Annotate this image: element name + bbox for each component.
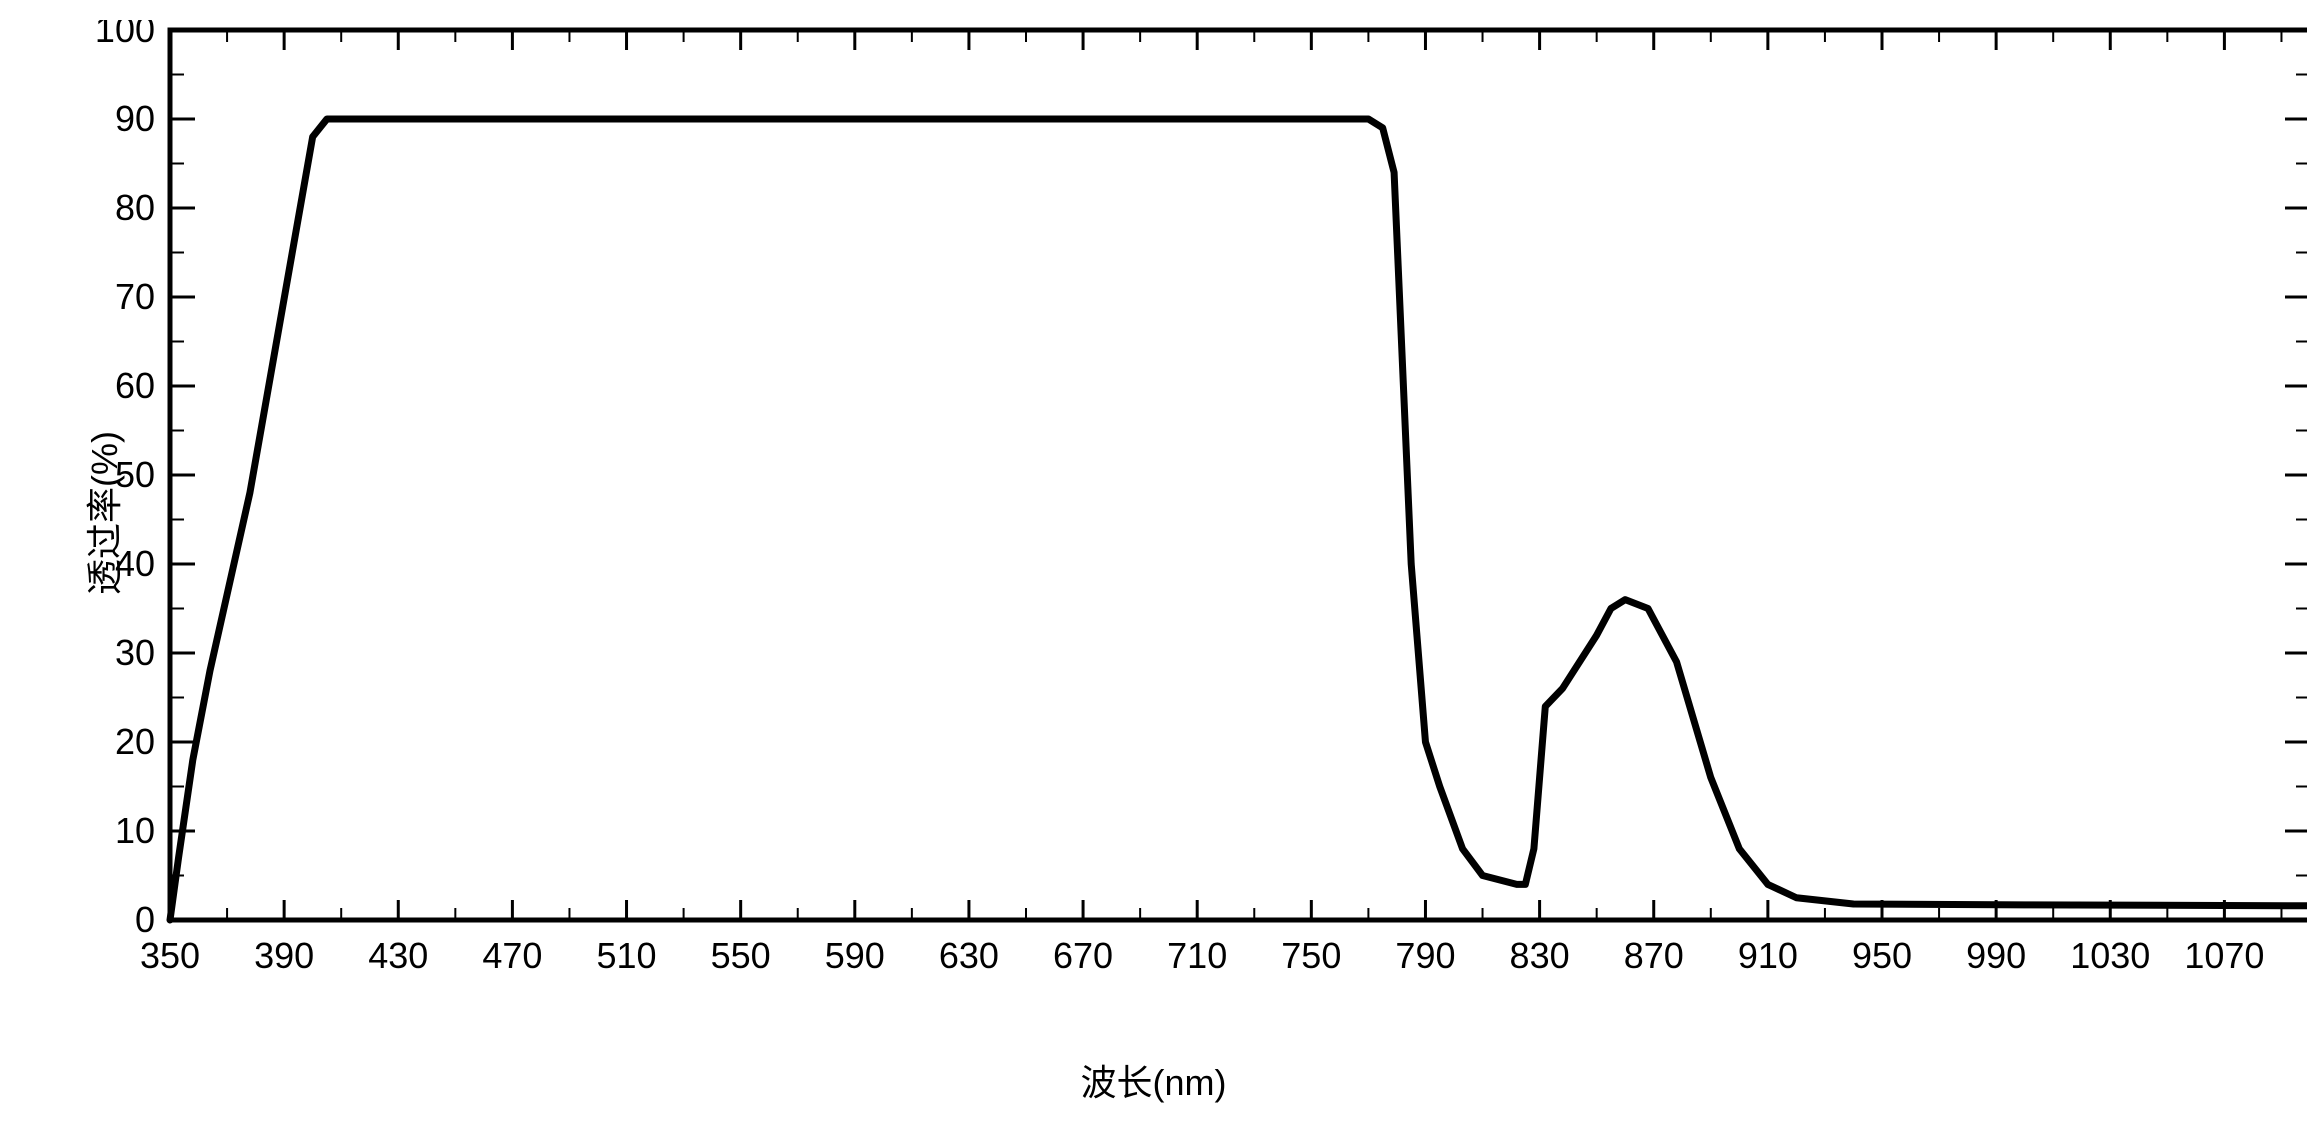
y-axis-label: 透过率(%) <box>76 431 128 595</box>
svg-text:710: 710 <box>1167 935 1227 976</box>
svg-text:20: 20 <box>115 721 155 762</box>
svg-text:10: 10 <box>115 810 155 851</box>
svg-text:830: 830 <box>1510 935 1570 976</box>
svg-text:630: 630 <box>939 935 999 976</box>
svg-text:590: 590 <box>825 935 885 976</box>
svg-text:390: 390 <box>254 935 314 976</box>
svg-text:30: 30 <box>115 632 155 673</box>
svg-text:550: 550 <box>711 935 771 976</box>
svg-text:790: 790 <box>1395 935 1455 976</box>
svg-text:430: 430 <box>368 935 428 976</box>
svg-text:60: 60 <box>115 365 155 406</box>
svg-text:350: 350 <box>140 935 200 976</box>
svg-text:910: 910 <box>1738 935 1798 976</box>
svg-text:670: 670 <box>1053 935 1113 976</box>
svg-text:100: 100 <box>95 20 155 50</box>
chart-svg: 350 390 430 470 510 550 590 630 670 710 750 790 830 8… <box>20 20 2307 1106</box>
svg-text:0: 0 <box>135 899 155 940</box>
svg-text:510: 510 <box>596 935 656 976</box>
svg-text:950: 950 <box>1852 935 1912 976</box>
svg-text:870: 870 <box>1624 935 1684 976</box>
svg-text:990: 990 <box>1966 935 2026 976</box>
svg-text:470: 470 <box>482 935 542 976</box>
transmittance-chart: 350 390 430 470 510 550 590 630 670 710 750 790 830 8… <box>20 20 2287 1106</box>
svg-text:1030: 1030 <box>2070 935 2150 976</box>
svg-text:80: 80 <box>115 187 155 228</box>
svg-text:750: 750 <box>1281 935 1341 976</box>
svg-text:90: 90 <box>115 98 155 139</box>
svg-text:70: 70 <box>115 276 155 317</box>
x-axis-label: 波长(nm) <box>1081 1054 1227 1106</box>
svg-text:1070: 1070 <box>2184 935 2264 976</box>
